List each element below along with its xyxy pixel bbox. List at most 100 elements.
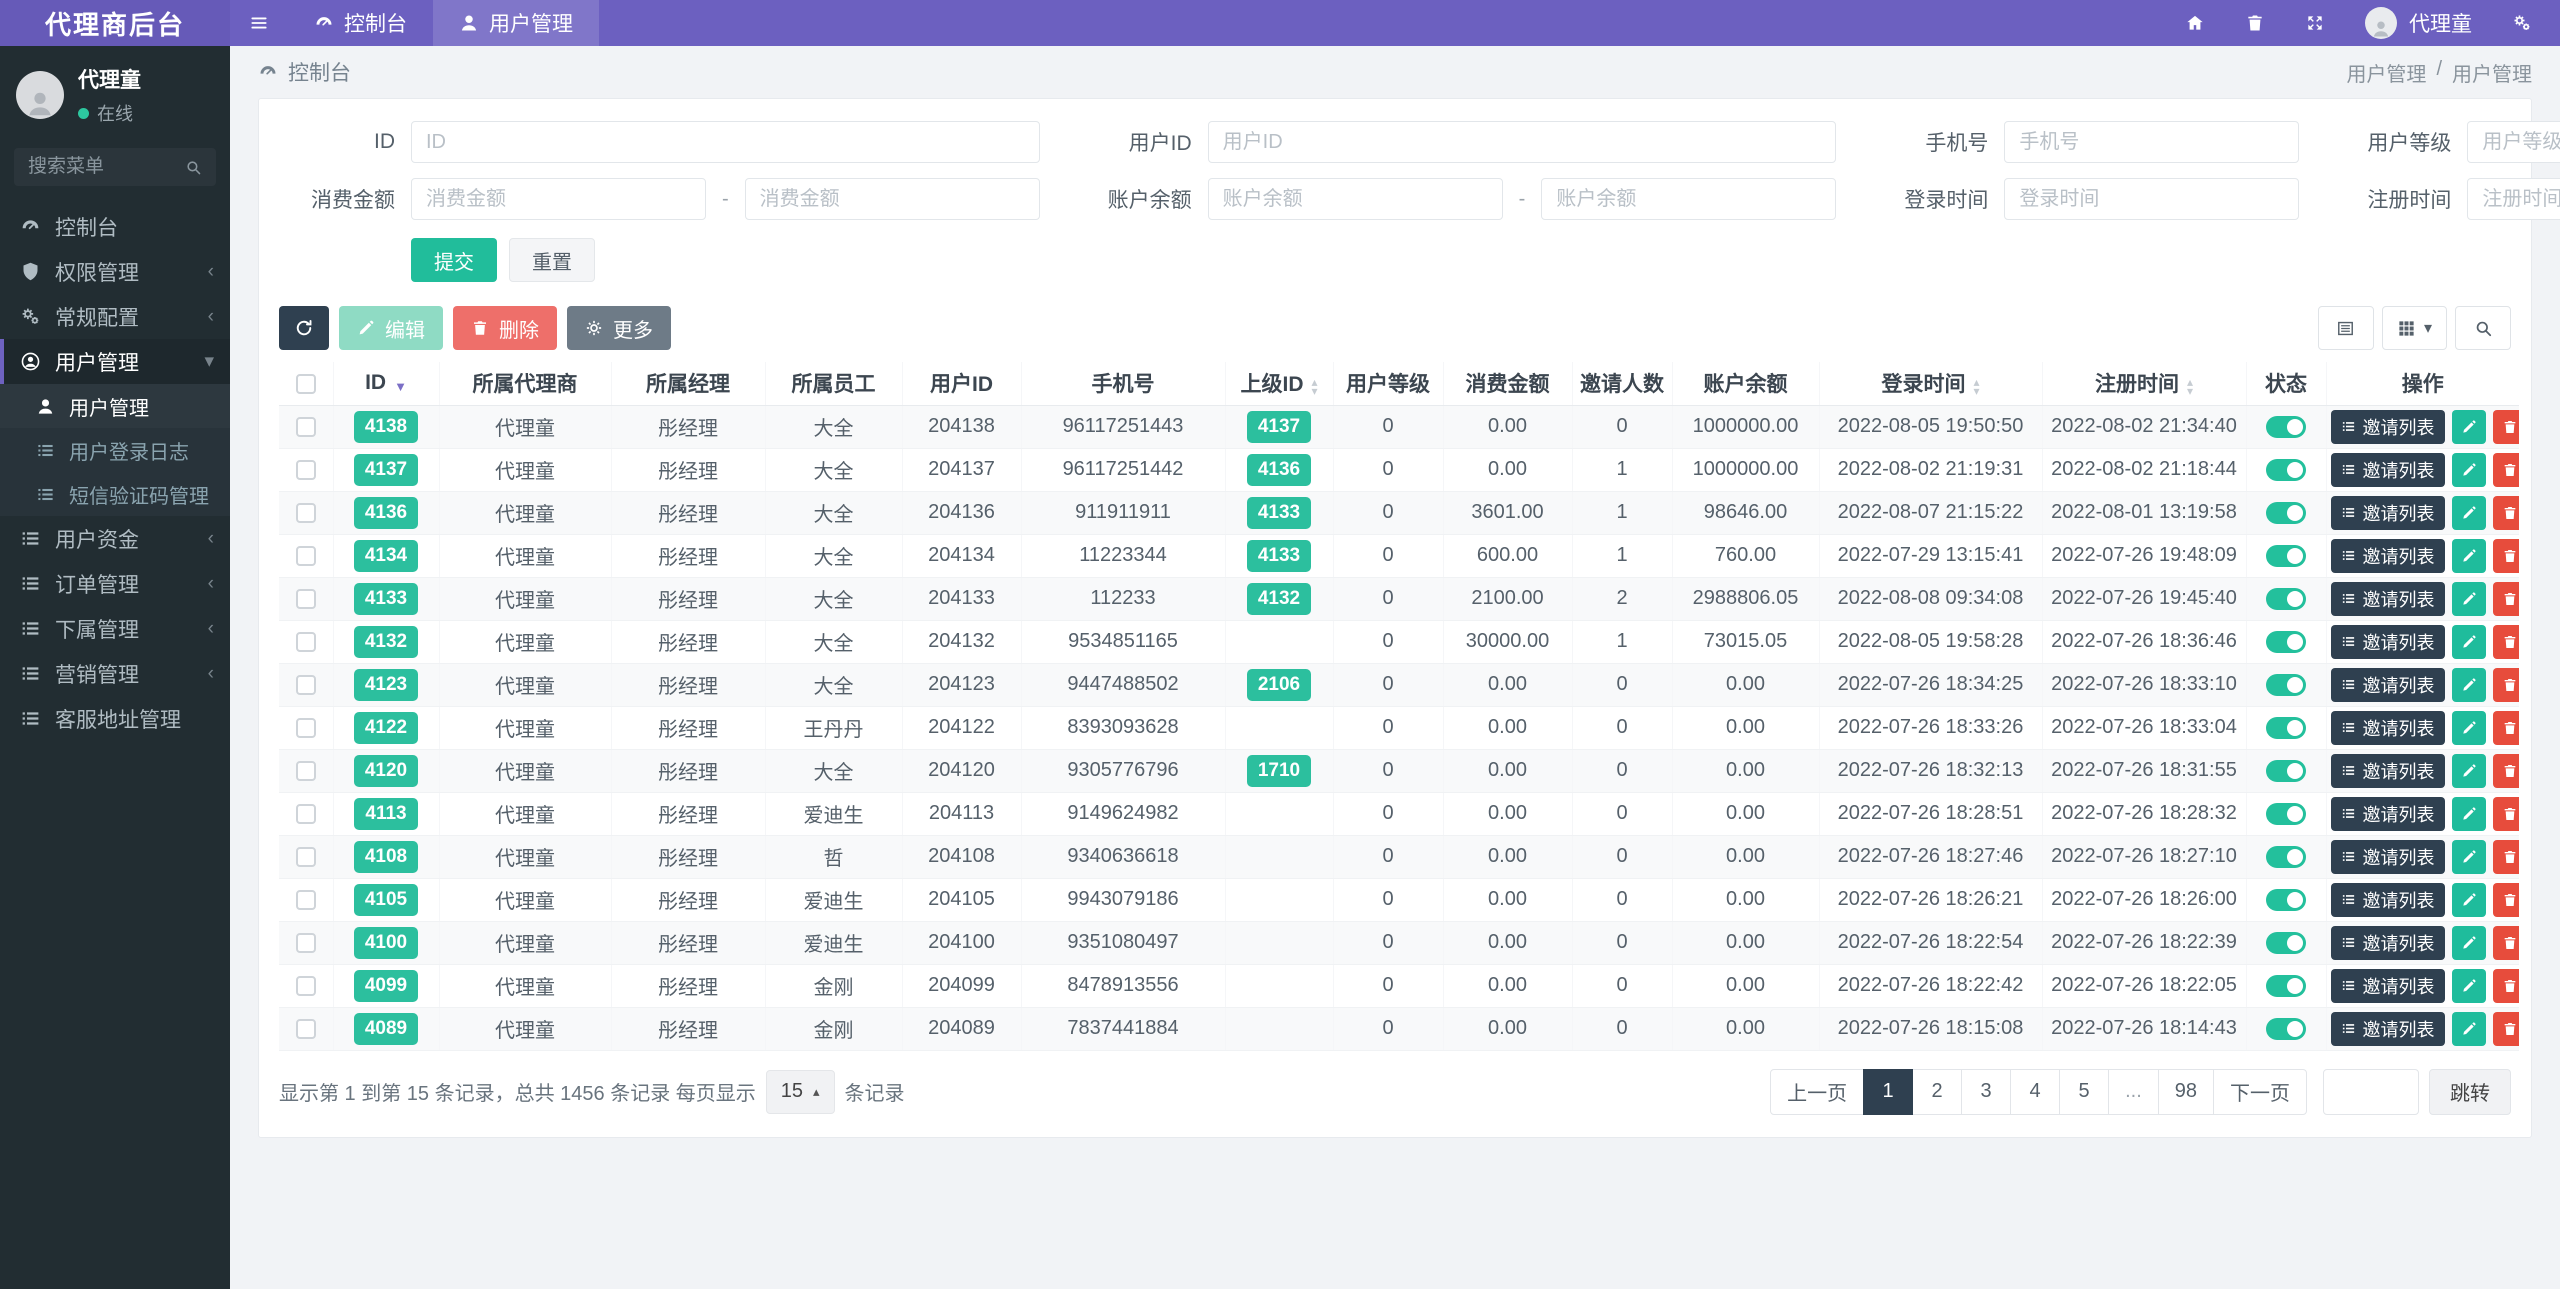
row-checkbox[interactable]: [295, 631, 316, 652]
row-checkbox[interactable]: [295, 932, 316, 953]
row-checkbox[interactable]: [295, 889, 316, 910]
breadcrumb-parent[interactable]: 用户管理: [2346, 63, 2427, 86]
prev-page-button[interactable]: 上一页: [1770, 1068, 1865, 1115]
sidebar-item-user-funds[interactable]: 用户资金 ‹: [0, 516, 230, 561]
column-header-login-time[interactable]: 登录时间 ▴ ▾: [1818, 362, 2042, 406]
filter-input-user-id[interactable]: [1207, 121, 1837, 163]
row-delete-button[interactable]: [2492, 796, 2519, 831]
clear-cache-button[interactable]: [2245, 13, 2265, 33]
status-toggle[interactable]: [2266, 630, 2306, 653]
row-delete-button[interactable]: [2492, 667, 2519, 702]
row-edit-button[interactable]: [2451, 624, 2486, 659]
status-toggle[interactable]: [2266, 716, 2306, 739]
status-toggle[interactable]: [2266, 759, 2306, 782]
row-delete-button[interactable]: [2492, 882, 2519, 917]
refresh-button[interactable]: [279, 306, 329, 350]
invite-list-button[interactable]: 邀请列表: [2330, 968, 2445, 1003]
column-header-select[interactable]: [279, 362, 333, 406]
row-checkbox[interactable]: [295, 502, 316, 523]
filter-input-id[interactable]: [411, 121, 1040, 163]
filter-input-account-balance[interactable]: [1207, 178, 1503, 220]
status-toggle[interactable]: [2266, 802, 2306, 825]
column-toggle-button[interactable]: ▾: [2381, 306, 2447, 350]
row-checkbox[interactable]: [295, 674, 316, 695]
fullscreen-button[interactable]: [2305, 13, 2325, 33]
row-delete-button[interactable]: [2492, 839, 2519, 874]
row-delete-button[interactable]: [2492, 581, 2519, 616]
column-header-agent[interactable]: 所属代理商: [438, 362, 611, 406]
filter-input-account-balance-max[interactable]: [1541, 178, 1837, 220]
row-edit-button[interactable]: [2451, 753, 2486, 788]
sidebar-item-permission-management[interactable]: 权限管理 ‹: [0, 249, 230, 294]
status-toggle[interactable]: [2266, 888, 2306, 911]
table-search-button[interactable]: [2455, 306, 2511, 350]
row-checkbox[interactable]: [295, 459, 316, 480]
invite-list-button[interactable]: 邀请列表: [2330, 710, 2445, 745]
page-button-3[interactable]: 3: [1961, 1068, 2012, 1115]
tab-user-management[interactable]: 用户管理: [433, 0, 599, 46]
select-all-checkbox[interactable]: [295, 373, 316, 394]
sidebar-item-order-management[interactable]: 订单管理 ‹: [0, 561, 230, 606]
row-delete-button[interactable]: [2492, 968, 2519, 1003]
invite-list-button[interactable]: 邀请列表: [2330, 925, 2445, 960]
invite-list-button[interactable]: 邀请列表: [2330, 624, 2445, 659]
sidebar-toggle-button[interactable]: [230, 0, 288, 46]
sidebar-item-user-login-log[interactable]: 用户登录日志: [0, 428, 230, 472]
delete-button[interactable]: 删除: [453, 306, 557, 350]
invite-list-button[interactable]: 邀请列表: [2330, 538, 2445, 573]
row-checkbox[interactable]: [295, 1018, 316, 1039]
row-edit-button[interactable]: [2451, 452, 2486, 487]
jump-page-input[interactable]: [2323, 1068, 2419, 1115]
more-button[interactable]: 更多: [567, 306, 671, 350]
row-delete-button[interactable]: [2492, 538, 2519, 573]
row-edit-button[interactable]: [2451, 839, 2486, 874]
row-delete-button[interactable]: [2492, 753, 2519, 788]
invite-list-button[interactable]: 邀请列表: [2330, 667, 2445, 702]
page-button-2[interactable]: 2: [1912, 1068, 1963, 1115]
row-checkbox[interactable]: [295, 717, 316, 738]
invite-list-button[interactable]: 邀请列表: [2330, 452, 2445, 487]
invite-list-button[interactable]: 邀请列表: [2330, 882, 2445, 917]
reset-button[interactable]: 重置: [509, 238, 595, 282]
row-edit-button[interactable]: [2451, 538, 2486, 573]
row-delete-button[interactable]: [2492, 925, 2519, 960]
invite-list-button[interactable]: 邀请列表: [2330, 753, 2445, 788]
status-toggle[interactable]: [2266, 974, 2306, 997]
edit-button[interactable]: 编辑: [339, 306, 443, 350]
tab-console[interactable]: 控制台: [288, 0, 433, 46]
row-checkbox[interactable]: [295, 545, 316, 566]
column-header-status[interactable]: 状态: [2245, 362, 2326, 406]
status-toggle[interactable]: [2266, 673, 2306, 696]
row-delete-button[interactable]: [2492, 1011, 2519, 1046]
sidebar-item-user-management[interactable]: 用户管理 ▾: [0, 339, 230, 384]
filter-input-user-level[interactable]: [2467, 121, 2560, 163]
column-header-staff[interactable]: 所属员工: [764, 362, 902, 406]
row-edit-button[interactable]: [2451, 925, 2486, 960]
sidebar-item-subordinate-management[interactable]: 下属管理 ‹: [0, 606, 230, 651]
status-toggle[interactable]: [2266, 415, 2306, 438]
filter-input-phone[interactable]: [2004, 121, 2300, 163]
status-toggle[interactable]: [2266, 845, 2306, 868]
sidebar-item-general-config[interactable]: 常规配置 ‹: [0, 294, 230, 339]
column-header-user-id[interactable]: 用户ID: [901, 362, 1021, 406]
row-edit-button[interactable]: [2451, 882, 2486, 917]
row-checkbox[interactable]: [295, 846, 316, 867]
invite-list-button[interactable]: 邀请列表: [2330, 796, 2445, 831]
sidebar-item-user-management-list[interactable]: 用户管理: [0, 384, 230, 428]
filter-input-consume-amount[interactable]: [411, 178, 706, 220]
invite-list-button[interactable]: 邀请列表: [2330, 1011, 2445, 1046]
row-checkbox[interactable]: [295, 588, 316, 609]
column-header-invites[interactable]: 邀请人数: [1571, 362, 1672, 406]
page-button-5[interactable]: 5: [2059, 1068, 2110, 1115]
column-header-user-level[interactable]: 用户等级: [1332, 362, 1443, 406]
row-delete-button[interactable]: [2492, 409, 2519, 444]
sidebar-item-marketing-management[interactable]: 营销管理 ‹: [0, 651, 230, 696]
row-edit-button[interactable]: [2451, 1011, 2486, 1046]
status-toggle[interactable]: [2266, 544, 2306, 567]
row-checkbox[interactable]: [295, 803, 316, 824]
page-button-98[interactable]: 98: [2157, 1068, 2214, 1115]
navbar-user[interactable]: 代理童: [2365, 7, 2472, 39]
column-header-consume[interactable]: 消费金额: [1442, 362, 1572, 406]
status-toggle[interactable]: [2266, 458, 2306, 481]
column-header-phone[interactable]: 手机号: [1020, 362, 1225, 406]
